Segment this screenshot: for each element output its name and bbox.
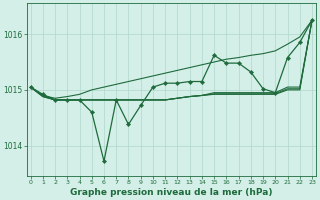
X-axis label: Graphe pression niveau de la mer (hPa): Graphe pression niveau de la mer (hPa) [70,188,273,197]
